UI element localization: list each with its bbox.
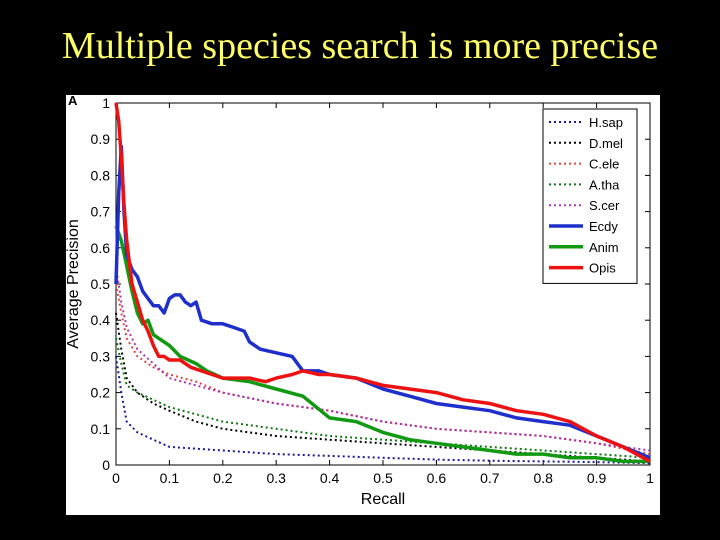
y-tick-label: 0.9 <box>91 131 111 147</box>
legend-label: H.sap <box>589 115 623 130</box>
legend-label: S.cer <box>589 198 620 213</box>
y-tick-label: 1 <box>102 95 110 111</box>
y-axis: 0 0.1 0.2 0.3 0.4 0.5 0.6 0.7 0.8 0.9 1 <box>91 95 650 473</box>
x-tick-label: 0 <box>112 470 120 486</box>
x-tick-label: 0.9 <box>587 470 607 486</box>
series-layer <box>114 102 651 465</box>
legend-label: Ecdy <box>589 219 618 234</box>
precision-recall-chart: 0 0.1 0.2 0.3 0.4 0.5 0.6 0.7 0.8 0.9 1 0 0.1 0.2 0.3… <box>66 95 654 508</box>
legend: H.sap D.mel C.ele A.tha S.cer Ecdy Anim Opis <box>542 108 638 284</box>
x-tick-label: 0.8 <box>533 470 553 486</box>
series-line-opis <box>114 102 651 463</box>
y-tick-label: 0.8 <box>91 167 111 183</box>
series-line-a-tha <box>115 338 651 459</box>
x-tick-label: 0.3 <box>266 470 286 486</box>
legend-label: Opis <box>589 261 616 276</box>
x-tick-label: 0.7 <box>480 470 500 486</box>
panel-label: A <box>68 93 78 108</box>
y-tick-label: 0.2 <box>91 385 111 401</box>
series-line-h-sap <box>115 356 651 465</box>
x-tick-label: 0.6 <box>427 470 447 486</box>
legend-box <box>542 108 638 284</box>
y-tick-label: 0.5 <box>91 276 111 292</box>
y-tick-label: 0.4 <box>91 312 111 328</box>
x-axis: 0 0.1 0.2 0.3 0.4 0.5 0.6 0.7 0.8 0.9 1 <box>112 103 654 486</box>
legend-label: Anim <box>589 240 619 255</box>
series-line-c-ele <box>115 283 651 456</box>
legend-label: D.mel <box>589 136 623 151</box>
y-tick-label: 0 <box>102 457 110 473</box>
x-tick-label: 0.4 <box>320 470 340 486</box>
slide-title: Multiple species search is more precise <box>61 25 659 67</box>
x-tick-label: 0.1 <box>160 470 180 486</box>
y-tick-label: 0.6 <box>91 240 111 256</box>
y-tick-label: 0.3 <box>91 348 111 364</box>
x-tick-label: 0.2 <box>213 470 233 486</box>
x-axis-label: Recall <box>361 491 405 508</box>
y-tick-label: 0.7 <box>91 204 111 220</box>
y-tick-label: 0.1 <box>91 421 111 437</box>
legend-label: C.ele <box>589 157 619 172</box>
y-axis-label: Average Precision <box>66 219 82 349</box>
x-tick-label: 0.5 <box>373 470 393 486</box>
x-tick-label: 1 <box>646 470 654 486</box>
legend-label: A.tha <box>589 177 620 192</box>
chart-figure: A 0 0.1 0.2 0.3 0.4 0.5 0.6 0.7 0.8 0.9 1 0 0.1 0.2 0… <box>66 93 660 515</box>
series-line-ecdy <box>114 144 651 460</box>
